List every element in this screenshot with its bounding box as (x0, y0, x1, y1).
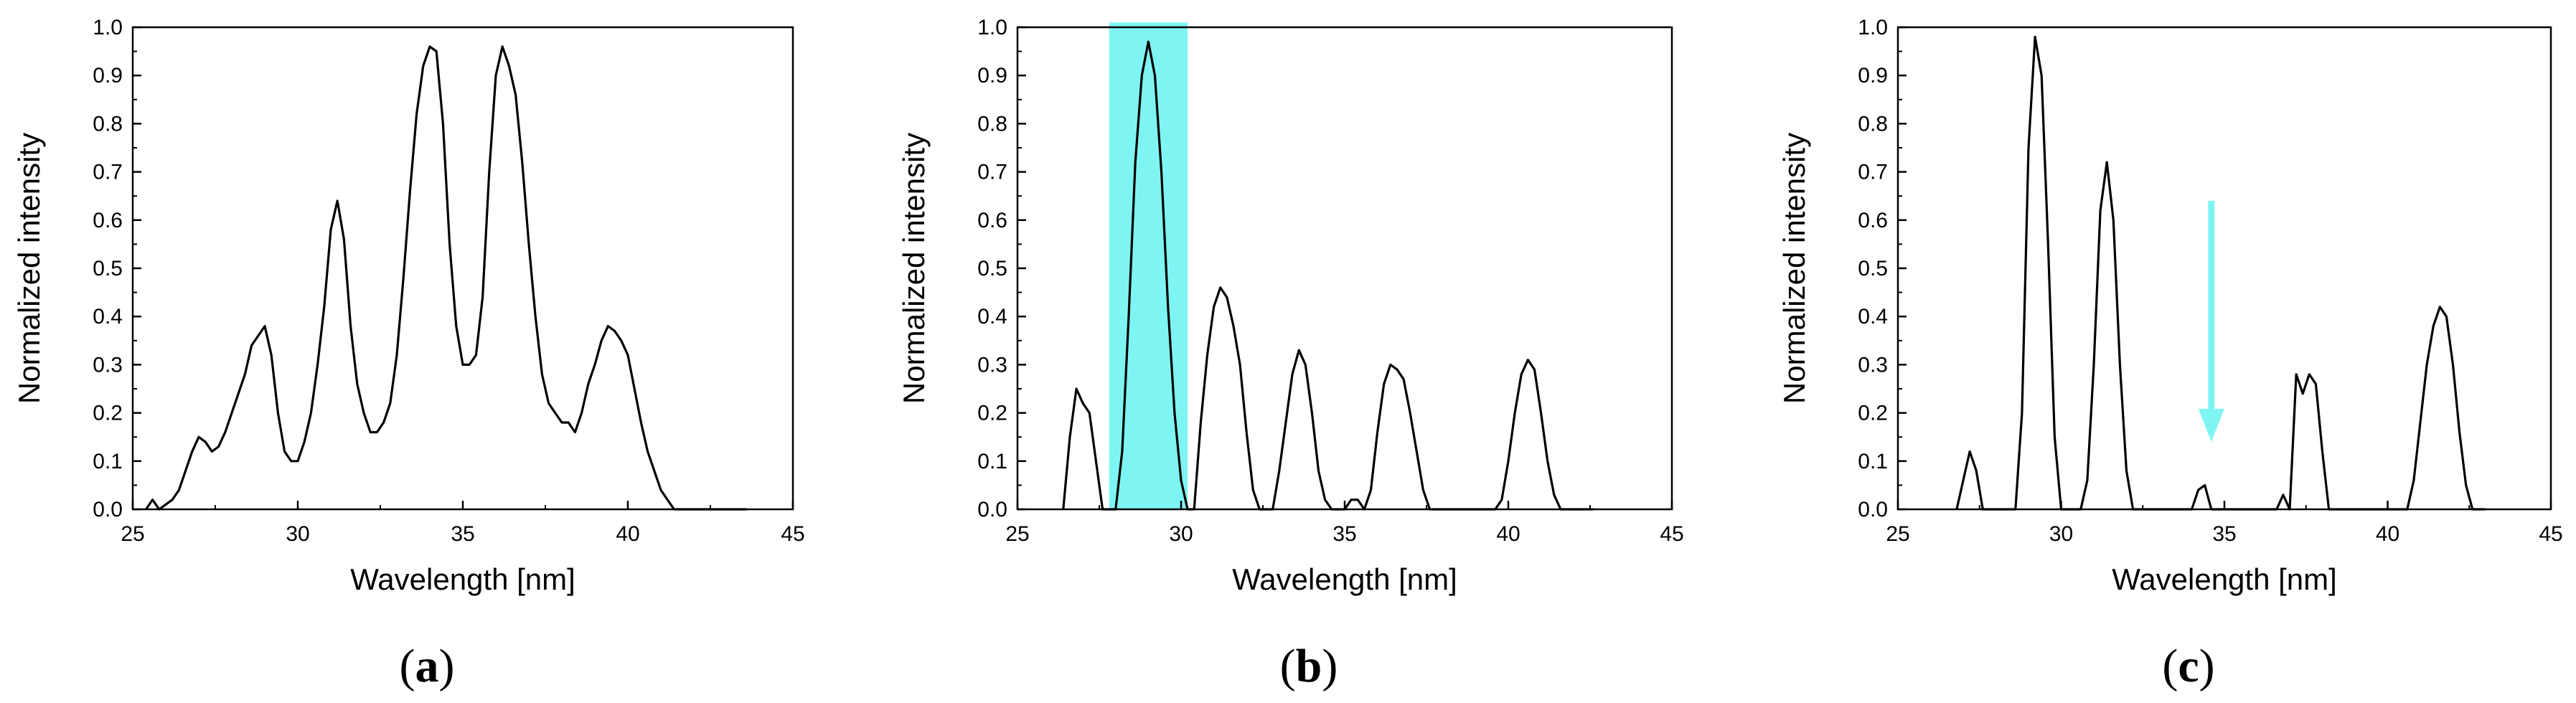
panel-label-letter: c (2178, 640, 2199, 692)
y-axis-title: Normalized intensity (1777, 133, 1811, 404)
x-tick-label: 45 (781, 522, 804, 546)
y-tick-label: 0.6 (1858, 209, 1888, 232)
y-tick-label: 1.0 (1858, 16, 1888, 39)
x-tick-label: 30 (2049, 522, 2073, 546)
y-tick-label: 0.5 (1858, 257, 1888, 280)
y-tick-label: 0.1 (93, 450, 123, 473)
y-tick-label: 0.5 (977, 257, 1007, 280)
y-tick-label: 0.2 (93, 402, 123, 425)
y-tick-label: 0.4 (93, 305, 123, 329)
panel-label-letter: b (1296, 640, 1322, 692)
y-axis-title: Normalized intensity (12, 133, 46, 404)
x-tick-label: 40 (2376, 522, 2399, 546)
y-tick-label: 0.1 (977, 450, 1007, 473)
panel-label: (c) (2162, 640, 2214, 692)
y-tick-label: 0.2 (977, 402, 1007, 425)
series-line (1955, 35, 2486, 511)
y-tick-label: 0.8 (1858, 112, 1888, 136)
y-tick-label: 0.8 (977, 112, 1007, 136)
plot-frame (131, 26, 794, 511)
y-tick-label: 0.7 (93, 161, 123, 184)
y-tick-label: 0.4 (1858, 305, 1888, 329)
panel-label: (b) (1280, 640, 1338, 692)
y-tick-label: 0.9 (977, 64, 1007, 88)
x-axis-title: Wavelength [nm] (350, 562, 575, 596)
x-tick-label: 35 (2212, 522, 2236, 546)
y-tick-label: 0.9 (1858, 64, 1888, 88)
chart-panel-b: 0.0 0.1 0.2 0.3 0.4 0.5 0.6 0.7 0.8 0.9 1.0 25 30 35 4… (897, 16, 1684, 692)
panel-label-open: ( (400, 640, 415, 692)
chart-panel-c: 0.0 0.1 0.2 0.3 0.4 0.5 0.6 0.7 0.8 0.9 1.0 25 30 35 4… (1777, 16, 2563, 692)
x-tick-label: 45 (2539, 522, 2562, 546)
x-tick-label: 40 (616, 522, 639, 546)
panel-label-letter: a (415, 640, 439, 692)
panel-label-close: ) (1322, 640, 1338, 692)
series-line (1062, 40, 1594, 511)
x-axis-title: Wavelength [nm] (1232, 562, 1457, 596)
y-tick-label: 0.2 (1858, 402, 1888, 425)
x-tick-label: 25 (1886, 522, 1909, 546)
y-tick-label: 0.7 (1858, 161, 1888, 184)
x-tick-label: 25 (1005, 522, 1029, 546)
panel-label-open: ( (1280, 640, 1296, 692)
plot-frame (1896, 26, 2552, 511)
y-tick-label: 0.9 (93, 64, 123, 88)
y-tick-label: 0.4 (977, 305, 1007, 329)
y-tick-label: 0.3 (977, 353, 1007, 377)
y-tick-label: 0.8 (93, 112, 123, 136)
arrow-down-icon (2198, 408, 2224, 442)
y-tick-label: 0.5 (93, 257, 123, 280)
x-tick-label: 30 (286, 522, 309, 546)
y-tick-label: 0.0 (93, 498, 123, 522)
x-tick-label: 35 (451, 522, 474, 546)
panel-label-close: ) (2199, 640, 2215, 692)
y-tick-label: 0.1 (1858, 450, 1888, 473)
panel-label-open: ( (2162, 640, 2178, 692)
y-tick-label: 0.0 (1858, 498, 1888, 522)
panel-label-close: ) (439, 640, 455, 692)
x-tick-label: 30 (1169, 522, 1193, 546)
y-tick-label: 0.6 (977, 209, 1007, 232)
y-tick-label: 1.0 (93, 16, 123, 39)
y-tick-label: 0.3 (1858, 353, 1888, 377)
y-tick-label: 0.7 (977, 161, 1007, 184)
x-tick-label: 40 (1496, 522, 1520, 546)
y-tick-label: 0.3 (93, 353, 123, 377)
x-tick-label: 25 (121, 522, 144, 546)
plot-frame (1016, 26, 1673, 511)
x-tick-label: 45 (1660, 522, 1683, 546)
panel-label: (a) (400, 640, 455, 692)
y-tick-label: 0.0 (977, 498, 1007, 522)
x-tick-label: 35 (1332, 522, 1356, 546)
series-line (145, 45, 747, 511)
x-axis-title: Wavelength [nm] (2112, 562, 2337, 596)
y-tick-label: 1.0 (977, 16, 1007, 39)
chart-panel-a: 0.0 0.1 0.2 0.3 0.4 0.5 0.6 0.7 0.8 0.9 1.0 25 30 35 4… (12, 16, 805, 692)
y-axis-title: Normalized intensity (897, 133, 931, 404)
y-tick-label: 0.6 (93, 209, 123, 232)
